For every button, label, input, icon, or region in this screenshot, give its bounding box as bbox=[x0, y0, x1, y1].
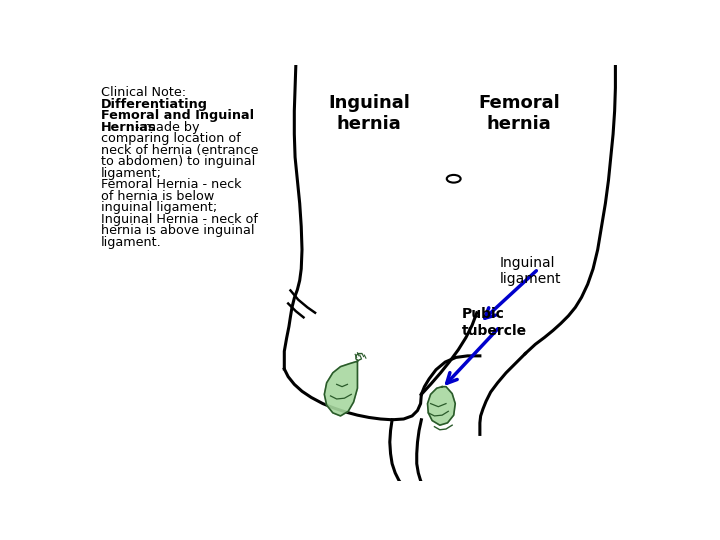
Polygon shape bbox=[428, 387, 455, 425]
Text: ligament;: ligament; bbox=[101, 167, 162, 180]
Text: Femoral Hernia - neck: Femoral Hernia - neck bbox=[101, 178, 241, 191]
Text: Hernias: Hernias bbox=[101, 121, 156, 134]
Text: inguinal ligament;: inguinal ligament; bbox=[101, 201, 217, 214]
Text: hernia is above inguinal: hernia is above inguinal bbox=[101, 224, 255, 237]
Text: to abdomen) to inguinal: to abdomen) to inguinal bbox=[101, 155, 256, 168]
Text: Inguinal Hernia - neck of: Inguinal Hernia - neck of bbox=[101, 213, 258, 226]
Polygon shape bbox=[324, 361, 357, 416]
Text: Differentiating: Differentiating bbox=[101, 98, 208, 111]
Text: Inguinal
ligament: Inguinal ligament bbox=[500, 256, 562, 286]
Text: Clinical Note:: Clinical Note: bbox=[101, 86, 186, 99]
Text: Inguinal
hernia: Inguinal hernia bbox=[328, 94, 410, 133]
Text: Pubic
tubercle: Pubic tubercle bbox=[462, 307, 526, 338]
Text: comparing location of: comparing location of bbox=[101, 132, 240, 145]
Text: of hernia is below: of hernia is below bbox=[101, 190, 215, 202]
Text: ligament.: ligament. bbox=[101, 235, 162, 248]
Text: neck of hernia (entrance: neck of hernia (entrance bbox=[101, 144, 258, 157]
Text: Femoral and Inguinal: Femoral and Inguinal bbox=[101, 109, 254, 123]
Text: - made by: - made by bbox=[131, 121, 199, 134]
Text: Femoral
hernia: Femoral hernia bbox=[478, 94, 560, 133]
